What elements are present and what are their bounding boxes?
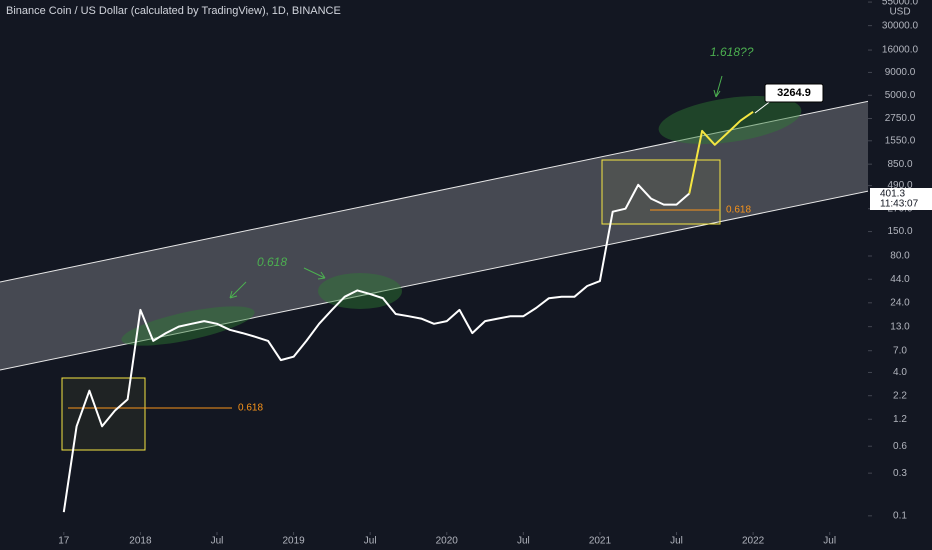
y-tick-label: 2750.0 <box>885 113 916 124</box>
arrow <box>713 75 723 98</box>
y-tick-label: 13.0 <box>890 321 910 332</box>
x-tick-label: Jul <box>517 536 530 547</box>
annotation: 1.618?? <box>710 45 754 59</box>
y-tick-label: 30000.0 <box>882 20 919 31</box>
y-tick-label: 150.0 <box>887 226 912 237</box>
annotation: 0.618 <box>257 255 287 269</box>
channel <box>0 88 932 370</box>
x-tick-label: 2018 <box>129 536 152 547</box>
y-tick-label: 0.6 <box>893 441 907 452</box>
y-tick-label: 0.1 <box>893 510 907 521</box>
chart-title: Binance Coin / US Dollar (calculated by … <box>6 5 341 17</box>
annotation: 0.618 <box>238 403 263 414</box>
y-tick-label: 490.0 <box>887 180 912 191</box>
x-tick-label: 2020 <box>436 536 459 547</box>
arrow <box>303 267 326 280</box>
y-tick-label: 1550.0 <box>885 135 916 146</box>
price-line <box>62 183 690 513</box>
plot <box>62 110 754 513</box>
y-tick-label: 24.0 <box>890 297 910 308</box>
y-tick-label: 5000.0 <box>885 90 916 101</box>
y-tick-label: 7.0 <box>893 345 907 356</box>
y-tick-label: 850.0 <box>887 159 912 170</box>
x-tick-label: 2019 <box>282 536 305 547</box>
x-tick-label: 17 <box>58 536 70 547</box>
x-tick-label: Jul <box>670 536 683 547</box>
arrow <box>229 281 247 299</box>
x-tick-label: Jul <box>823 536 836 547</box>
callout-label: 3264.9 <box>777 87 811 99</box>
channel-bottom <box>0 177 932 371</box>
last-price-tag <box>870 188 932 210</box>
y-tick-label: 0.3 <box>893 468 907 479</box>
y-tick-label: 4.0 <box>893 367 907 378</box>
y-tick-label: 1.2 <box>893 414 907 425</box>
axis-unit: USD <box>889 7 910 18</box>
y-tick-label: 2.2 <box>893 390 907 401</box>
channel-top <box>0 87 932 283</box>
annotation: 0.618 <box>726 205 751 216</box>
last-price: 401.3 <box>880 189 905 200</box>
y-tick-label: 9000.0 <box>885 67 916 78</box>
price-axis <box>868 0 932 550</box>
x-tick-label: 2021 <box>589 536 612 547</box>
x-tick-label: Jul <box>211 536 224 547</box>
y-tick-label: 55000.0 <box>882 0 919 8</box>
y-tick-label: 80.0 <box>890 251 910 262</box>
countdown: 11:43:07 <box>880 199 919 210</box>
x-tick-label: Jul <box>364 536 377 547</box>
x-tick-label: 2022 <box>742 536 765 547</box>
callout-box <box>764 83 824 103</box>
price-line <box>688 110 754 194</box>
highlight-ellipse <box>658 96 802 144</box>
highlight-ellipse <box>121 306 255 346</box>
range-box <box>601 159 721 225</box>
y-tick-label: 16000.0 <box>882 45 919 56</box>
y-tick-label: 44.0 <box>890 274 910 285</box>
